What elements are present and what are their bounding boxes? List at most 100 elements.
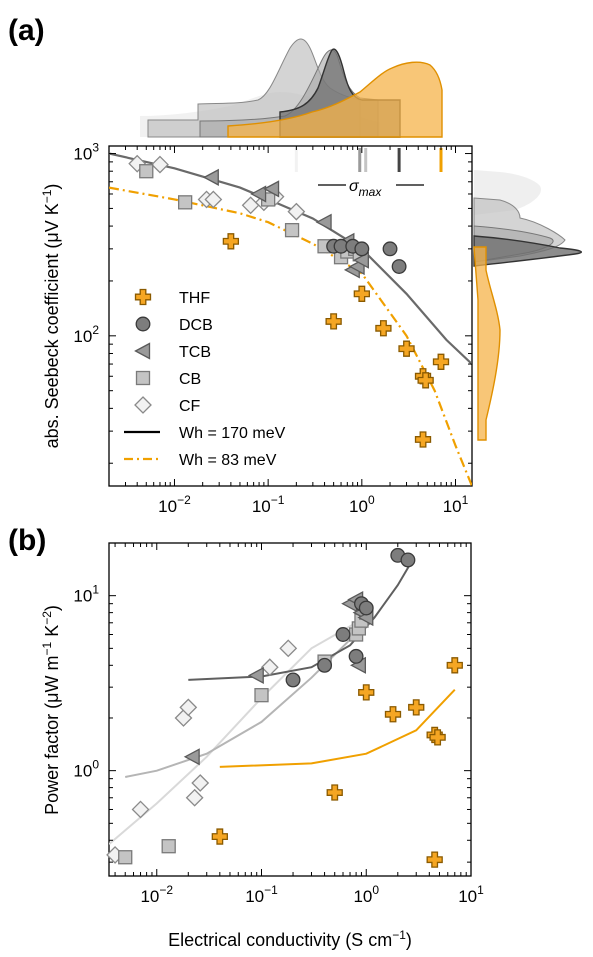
point-a-cf	[204, 190, 223, 209]
panel-b-xlabel: Electrical conductivity (S cm−1)	[168, 928, 412, 950]
point-a-thf	[432, 353, 450, 370]
panel-b-x-tick-label: 101	[458, 883, 484, 906]
right-marginal-distributions	[473, 170, 582, 441]
panel-b-y-tick-label: 101	[73, 583, 99, 606]
panel-label-a: (a)	[8, 14, 45, 47]
fit-line-wh-170	[109, 152, 472, 365]
legend-marker-thf	[134, 288, 152, 306]
point-a-dcb	[382, 241, 398, 257]
marginal-right-dcb	[473, 235, 582, 267]
point-b-dcb	[335, 627, 351, 642]
panel-a-points	[128, 154, 450, 448]
legend-label-fit1: Wh = 170 meV	[179, 425, 286, 442]
legend-label-cf: CF	[179, 398, 201, 415]
point-b-cf	[279, 639, 298, 658]
legend-label-fit2: Wh = 83 meV	[179, 452, 277, 469]
point-b-tcb	[247, 666, 264, 685]
fit-line-b-cb_line	[125, 624, 367, 778]
point-b-thf	[211, 828, 228, 845]
point-a-thf	[398, 340, 415, 357]
point-b-cb	[161, 839, 176, 854]
legend-label-thf: THF	[179, 290, 210, 307]
fit-line-b-dcb_line	[188, 564, 411, 681]
point-b-thf	[384, 706, 402, 723]
panel-a-ylabel: abs. Seebeck coefficient (μV K−1)	[40, 184, 62, 449]
point-a-cb	[178, 195, 193, 210]
panel-b-x-tick-label: 10−1	[245, 883, 278, 906]
point-b-thf	[358, 684, 375, 701]
point-a-tcb	[263, 180, 280, 198]
panel-a-frame	[108, 145, 473, 487]
legend: THF DCB TCB CB CF Wh = 170 meV Wh = 83 meV	[124, 288, 286, 469]
point-b-cf	[191, 774, 210, 792]
legend-marker-tcb	[134, 342, 151, 360]
fit-line-b-cf_line	[109, 621, 357, 845]
panel-b-fit-lines	[109, 564, 456, 845]
point-a-tcb	[202, 168, 219, 186]
marginal-right-thf	[473, 246, 501, 441]
point-b-thf	[446, 657, 463, 674]
point-a-thf	[414, 431, 432, 448]
legend-marker-cf	[134, 396, 152, 414]
point-b-cf	[260, 658, 279, 677]
panel-a-y-tick-label: 103	[73, 141, 99, 164]
top-marginal-distributions	[140, 38, 443, 138]
point-a-dcb	[391, 259, 407, 274]
panel-a-axes	[108, 145, 473, 487]
panel-a-x-tick-label: 10−1	[252, 493, 285, 516]
point-b-dcb	[358, 600, 374, 616]
point-a-cf	[151, 155, 169, 174]
point-a-cb	[139, 164, 154, 179]
point-a-cb	[284, 222, 300, 238]
sigma-max-label: σmax	[349, 178, 382, 199]
fit-line-b-thf_line	[219, 689, 456, 768]
point-a-tcb	[250, 185, 267, 203]
panel-a-ticks: 10−2 10−1 100 101 102 103	[73, 141, 472, 516]
point-b-thf	[426, 851, 443, 868]
point-a-dcb	[354, 241, 370, 257]
point-b-thf	[429, 729, 446, 746]
legend-marker-cb	[135, 370, 151, 386]
point-b-cf	[179, 698, 198, 717]
panel-a-x-tick-label: 10−2	[158, 493, 191, 516]
point-b-thf	[326, 784, 343, 801]
point-a-thf	[353, 285, 370, 302]
point-a-cf	[287, 202, 306, 221]
panel-b-points	[106, 547, 463, 868]
point-b-thf	[408, 699, 425, 716]
point-b-cf	[131, 800, 150, 819]
panel-b-frame	[108, 542, 472, 877]
point-b-tcb	[183, 748, 200, 766]
panel-b-axes	[108, 542, 472, 877]
legend-label-tcb: TCB	[179, 344, 211, 361]
point-b-dcb	[317, 657, 333, 673]
point-a-thf	[325, 313, 342, 330]
point-a-thf	[417, 372, 434, 389]
panel-b-ylabel: Power factor (μW m−1 K−2)	[40, 605, 62, 815]
panel-a-x-tick-label: 100	[349, 493, 375, 516]
panel-b-ticks: 10−2 10−1 100 101 100 101	[73, 542, 484, 906]
point-b-dcb	[348, 648, 364, 664]
point-a-tcb	[352, 251, 369, 269]
panel-label-b: (b)	[8, 524, 46, 557]
point-a-thf	[375, 320, 392, 337]
point-b-cb	[118, 850, 133, 865]
point-b-dcb	[285, 672, 301, 688]
point-a-tcb	[315, 213, 332, 231]
legend-label-dcb: DCB	[179, 317, 213, 334]
point-b-cb	[254, 688, 269, 703]
panel-b-x-tick-label: 100	[353, 883, 379, 906]
panel-a-y-tick-label: 102	[73, 323, 99, 346]
panel-b-x-tick-label: 10−2	[140, 883, 173, 906]
legend-marker-dcb	[135, 316, 151, 332]
marginal-top-thf	[227, 61, 443, 138]
panel-a-x-tick-label: 101	[443, 493, 469, 516]
point-b-dcb	[400, 552, 416, 568]
point-a-thf	[222, 233, 240, 250]
point-a-cf	[241, 196, 260, 215]
legend-label-cb: CB	[179, 371, 201, 388]
panel-b-y-tick-label: 100	[73, 758, 99, 781]
point-b-cf	[185, 788, 204, 807]
sigma-max-indicators: σmax	[294, 148, 443, 199]
